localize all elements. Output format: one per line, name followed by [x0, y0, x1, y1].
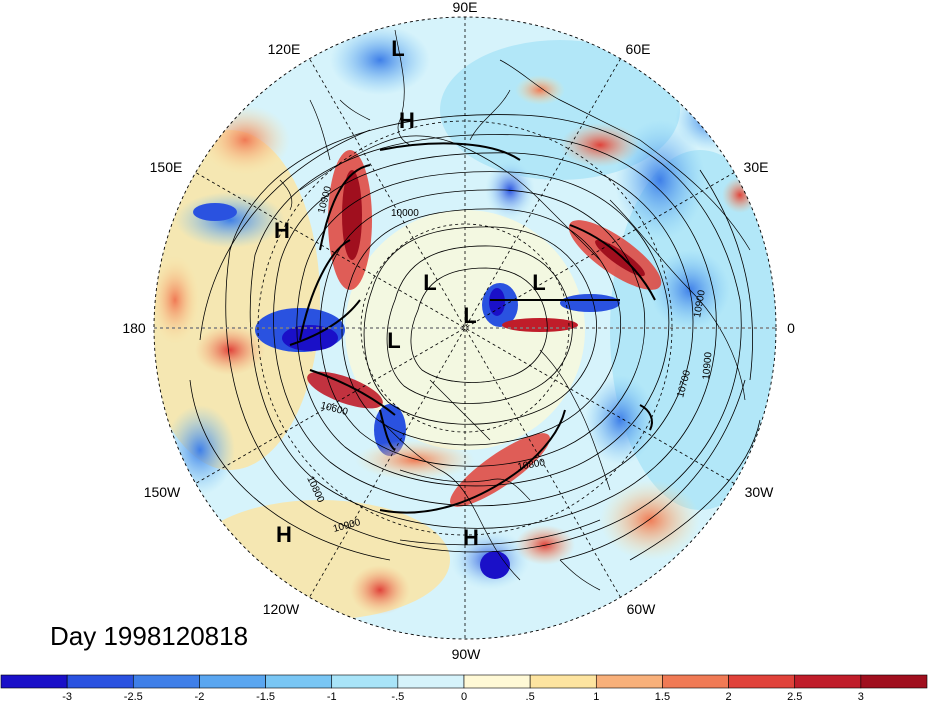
height-contours: [189, 114, 761, 561]
lon-label-90e: 90E: [453, 0, 478, 15]
colorbar-swatch: [66, 674, 134, 689]
lon-label-150w: 150W: [144, 484, 181, 500]
colorbar-label: -.5: [391, 691, 404, 702]
low-center: L: [532, 270, 545, 295]
contour-label: 10800: [517, 457, 547, 473]
lon-label-90w: 90W: [452, 646, 482, 662]
colorbar-label: 2.5: [787, 691, 802, 702]
high-center: H: [463, 525, 479, 550]
colorbar-label: .5: [526, 691, 535, 702]
contour-label: 10000: [391, 208, 419, 219]
colorbar-label: 2: [726, 691, 732, 702]
colorbar-swatch: [331, 674, 399, 689]
colorbar: -3 -2.5 -2 -1.5 -1 -.5 0 .5 1 1.5 2 2.5 3: [0, 674, 928, 702]
colorbar-label: -2.5: [124, 691, 143, 702]
colorbar-swatch: [199, 674, 266, 689]
lon-label-0: 0: [787, 320, 795, 336]
longitude-labels: 90E 60E 30E 0 30W 60W 90W 120W 150W 180 …: [122, 0, 795, 662]
lon-label-120e: 120E: [268, 41, 301, 57]
colorbar-swatch: [0, 674, 68, 689]
colorbar-swatch: [728, 674, 796, 689]
graticule: [154, 17, 776, 639]
lon-label-60w: 60W: [627, 601, 657, 617]
lon-label-60e: 60E: [626, 41, 651, 57]
lon-label-120w: 120W: [263, 601, 300, 617]
low-center: L: [463, 303, 476, 328]
colorbar-swatch: [132, 674, 200, 689]
day-label: Day 1998120818: [50, 621, 248, 651]
low-center: L: [391, 36, 404, 61]
low-center: L: [423, 270, 436, 295]
high-center: H: [399, 108, 415, 133]
colorbar-label: 1.5: [655, 691, 670, 702]
lon-label-180: 180: [122, 320, 146, 336]
colorbar-swatch: [794, 674, 862, 689]
colorbar-label: 3: [858, 691, 864, 702]
lon-label-150e: 150E: [150, 159, 183, 175]
colorbar-label: -1: [327, 691, 337, 702]
colorbar-label: -3: [62, 691, 72, 702]
low-center: L: [387, 328, 400, 353]
lon-label-30e: 30E: [744, 159, 769, 175]
contour-label: 10900: [701, 351, 714, 380]
colorbar-swatch: [265, 674, 333, 689]
colorbar-swatch: [595, 674, 663, 689]
colorbar-swatch: [860, 674, 928, 689]
colorbar-swatch: [397, 674, 465, 689]
high-center: H: [276, 522, 292, 547]
colorbar-swatch: [662, 674, 729, 689]
lon-label-30w: 30W: [745, 484, 775, 500]
colorbar-swatch: [529, 674, 597, 689]
pressure-centers: L H H L L L L H H: [274, 36, 546, 550]
map-boundary: [153, 16, 777, 640]
contour-label: 10900: [692, 289, 708, 319]
high-center: H: [274, 218, 290, 243]
coastlines: [279, 29, 751, 591]
colorbar-swatch: [463, 674, 531, 689]
colorbar-label: -1.5: [256, 691, 275, 702]
colorbar-label: -2: [195, 691, 205, 702]
colorbar-label: 1: [593, 691, 599, 702]
colorbar-label: 0: [461, 691, 467, 702]
